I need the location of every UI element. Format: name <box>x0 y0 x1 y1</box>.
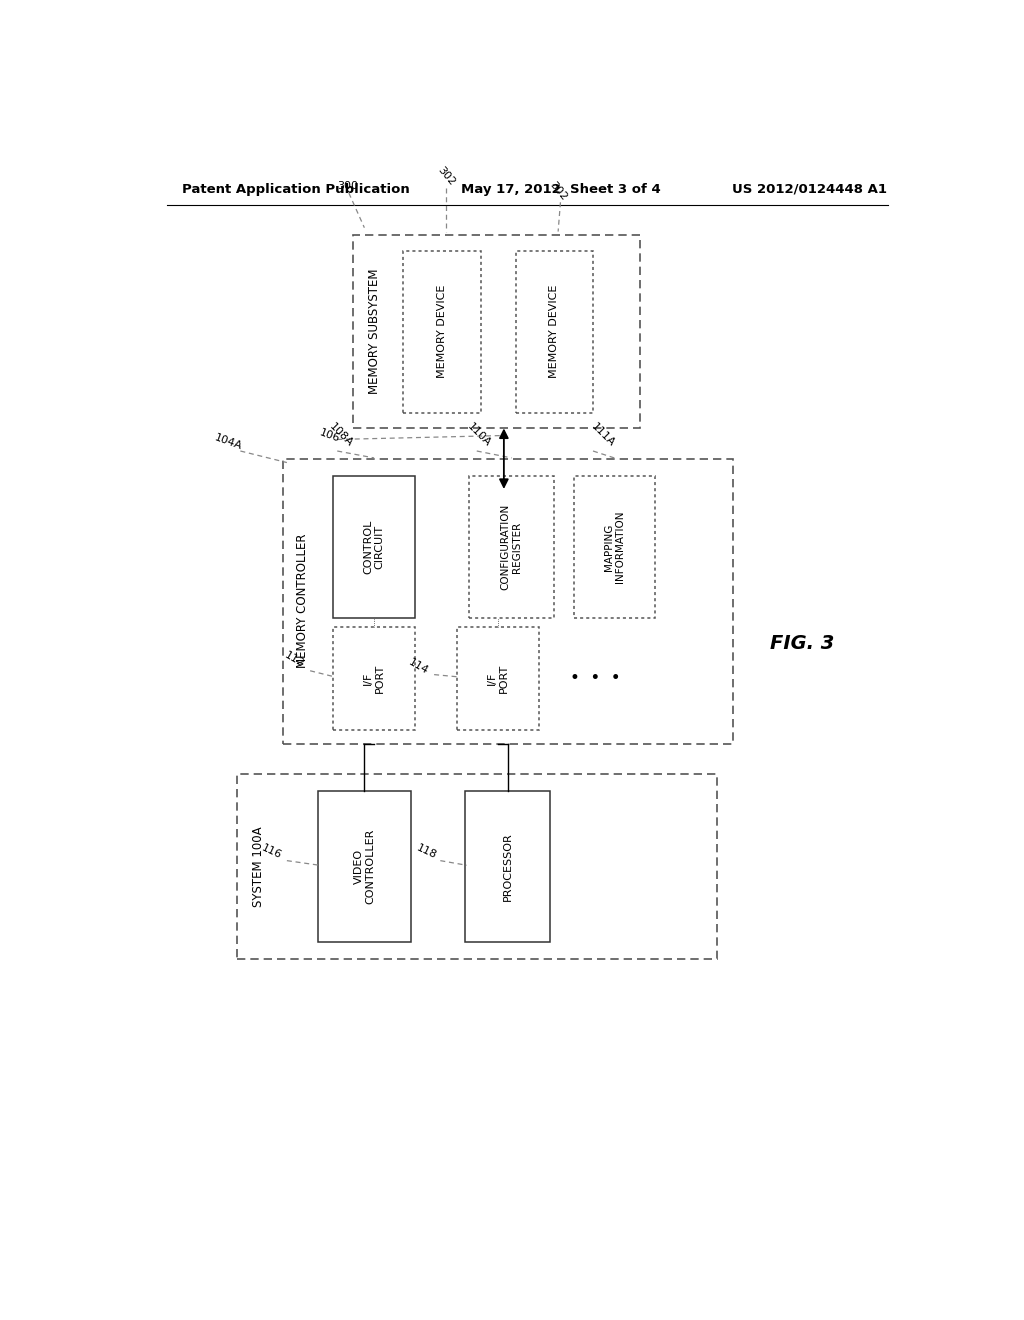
Text: MAPPING
INFORMATION: MAPPING INFORMATION <box>603 511 625 583</box>
Bar <box>334 627 415 730</box>
Text: 112: 112 <box>283 649 306 669</box>
Text: 118: 118 <box>415 843 438 861</box>
Bar <box>317 792 411 942</box>
Text: •  •  •: • • • <box>569 669 621 688</box>
Text: May 17, 2012  Sheet 3 of 4: May 17, 2012 Sheet 3 of 4 <box>461 182 662 195</box>
Bar <box>283 459 732 743</box>
Text: 300: 300 <box>337 181 358 191</box>
Text: 111A: 111A <box>589 421 616 449</box>
Text: I/F
PORT: I/F PORT <box>364 664 385 693</box>
Bar <box>458 627 539 730</box>
Bar <box>469 475 554 618</box>
Text: VIDEO
CONTROLLER: VIDEO CONTROLLER <box>353 829 375 904</box>
Text: 302: 302 <box>548 180 569 203</box>
Text: 116: 116 <box>260 843 283 861</box>
Bar <box>334 475 415 618</box>
Text: PROCESSOR: PROCESSOR <box>503 833 513 902</box>
Text: MEMORY DEVICE: MEMORY DEVICE <box>549 285 559 379</box>
Text: Patent Application Publication: Patent Application Publication <box>182 182 410 195</box>
Text: CONTROL
CIRCUIT: CONTROL CIRCUIT <box>364 520 385 574</box>
Text: 114: 114 <box>407 657 430 677</box>
Text: MEMORY SUBSYSTEM: MEMORY SUBSYSTEM <box>368 269 381 395</box>
Bar <box>237 775 717 960</box>
Text: MEMORY CONTROLLER: MEMORY CONTROLLER <box>296 533 309 668</box>
Text: 110A: 110A <box>465 421 493 449</box>
Bar <box>465 792 550 942</box>
Text: I/F
PORT: I/F PORT <box>487 664 509 693</box>
Text: 302: 302 <box>435 165 457 187</box>
Text: 108A: 108A <box>328 421 354 449</box>
Text: MEMORY DEVICE: MEMORY DEVICE <box>437 285 446 379</box>
Bar <box>573 475 655 618</box>
Text: US 2012/0124448 A1: US 2012/0124448 A1 <box>732 182 888 195</box>
Text: FIG. 3: FIG. 3 <box>770 634 835 653</box>
Text: 106: 106 <box>317 428 341 444</box>
Text: CONFIGURATION
REGISTER: CONFIGURATION REGISTER <box>501 504 522 590</box>
Text: 104A: 104A <box>213 432 244 451</box>
Text: SYSTEM 100A: SYSTEM 100A <box>252 826 264 907</box>
Bar <box>403 251 480 412</box>
Bar <box>515 251 593 412</box>
Bar <box>352 235 640 428</box>
